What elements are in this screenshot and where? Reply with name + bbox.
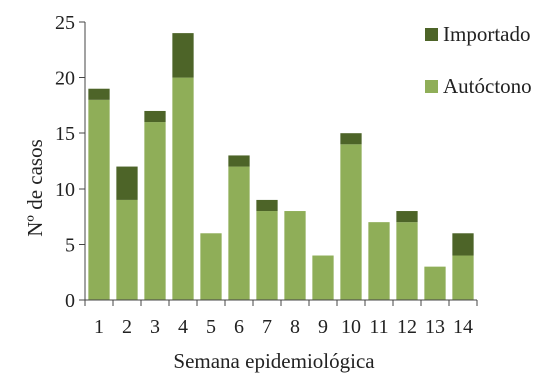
legend-label-importado: Importado bbox=[443, 22, 530, 46]
x-tick-label: 9 bbox=[318, 316, 328, 338]
legend-swatch-importado bbox=[425, 28, 438, 41]
x-tick-label: 7 bbox=[262, 316, 272, 338]
bar-autctono-4 bbox=[172, 77, 194, 300]
x-tick-label: 14 bbox=[453, 316, 473, 338]
x-axis: 1 2 3 4 5 6 7 8 9 10 11 12 13 14 bbox=[84, 300, 478, 338]
bar-autctono-6 bbox=[228, 166, 250, 300]
bars bbox=[88, 33, 474, 300]
x-tick-label: 5 bbox=[206, 316, 216, 338]
x-tick-label: 3 bbox=[150, 316, 160, 338]
x-tick-label: 6 bbox=[234, 316, 244, 338]
x-tick-label: 4 bbox=[178, 316, 188, 338]
bar-autctono-12 bbox=[396, 222, 418, 300]
bar-importado-4 bbox=[172, 33, 194, 78]
x-tick-label: 8 bbox=[290, 316, 300, 338]
y-tick-label: 10 bbox=[55, 179, 75, 201]
bar-importado-6 bbox=[228, 155, 250, 167]
x-tick-label: 10 bbox=[341, 316, 361, 338]
y-axis-title: Nº de casos bbox=[23, 139, 47, 236]
x-tick-label: 11 bbox=[369, 316, 388, 338]
x-tick-label: 13 bbox=[425, 316, 445, 338]
x-tick-label: 12 bbox=[397, 316, 417, 338]
legend-label-autctono: Autóctono bbox=[443, 74, 532, 98]
bar-autctono-3 bbox=[144, 122, 166, 300]
legend: Importado Autóctono bbox=[425, 22, 532, 98]
bar-importado-1 bbox=[88, 88, 110, 100]
bar-autctono-11 bbox=[368, 222, 390, 300]
legend-swatch-autctono bbox=[425, 80, 438, 93]
bar-autctono-2 bbox=[116, 199, 138, 300]
bar-autctono-14 bbox=[452, 255, 474, 300]
y-tick-label: 0 bbox=[65, 290, 75, 312]
y-tick-label: 5 bbox=[65, 234, 75, 256]
bar-autctono-7 bbox=[256, 211, 278, 300]
bar-importado-14 bbox=[452, 233, 474, 256]
bar-autctono-1 bbox=[88, 99, 110, 300]
bar-importado-12 bbox=[396, 211, 418, 223]
y-tick-label: 25 bbox=[55, 12, 75, 34]
bar-autctono-9 bbox=[312, 255, 334, 300]
x-axis-title: Semana epidemiológica bbox=[173, 349, 375, 373]
bar-importado-3 bbox=[144, 110, 166, 123]
x-tick-label: 1 bbox=[94, 316, 104, 338]
x-tick-label: 2 bbox=[122, 316, 132, 338]
bar-autctono-5 bbox=[200, 233, 222, 300]
bar-autctono-10 bbox=[340, 144, 362, 300]
bar-importado-7 bbox=[256, 199, 278, 212]
bar-importado-2 bbox=[116, 166, 138, 200]
bar-autctono-13 bbox=[424, 266, 446, 300]
bar-autctono-8 bbox=[284, 211, 306, 300]
y-tick-label: 15 bbox=[55, 123, 75, 145]
bar-importado-10 bbox=[340, 133, 362, 145]
y-axis: 0 5 10 15 20 25 bbox=[55, 12, 85, 312]
y-tick-label: 20 bbox=[55, 68, 75, 90]
